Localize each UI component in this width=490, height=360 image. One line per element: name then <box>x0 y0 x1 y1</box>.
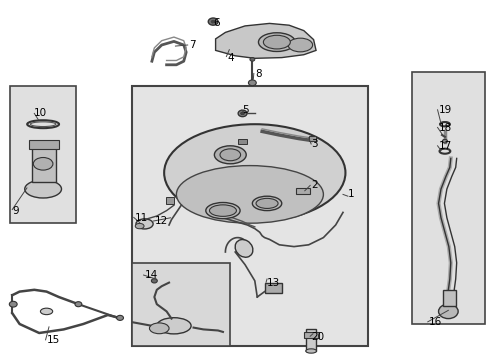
Ellipse shape <box>176 166 323 223</box>
Circle shape <box>211 20 216 23</box>
Ellipse shape <box>210 205 237 216</box>
Text: 17: 17 <box>439 141 452 151</box>
Bar <box>309 136 316 141</box>
Bar <box>238 139 247 144</box>
Bar <box>132 263 230 346</box>
Ellipse shape <box>33 157 53 170</box>
Bar <box>32 148 56 182</box>
Circle shape <box>75 302 82 307</box>
Bar <box>443 290 456 306</box>
Bar <box>296 188 310 194</box>
Ellipse shape <box>220 149 241 161</box>
Ellipse shape <box>252 196 282 211</box>
Bar <box>166 197 174 204</box>
Ellipse shape <box>235 239 253 257</box>
Circle shape <box>151 279 157 283</box>
Bar <box>412 72 485 324</box>
Ellipse shape <box>256 198 278 208</box>
Text: 15: 15 <box>47 335 60 345</box>
Bar <box>304 332 318 338</box>
Ellipse shape <box>135 223 144 229</box>
Text: 5: 5 <box>243 105 249 115</box>
Circle shape <box>241 112 245 115</box>
Ellipse shape <box>264 35 290 49</box>
Circle shape <box>117 315 123 320</box>
Text: 19: 19 <box>439 105 452 115</box>
Text: 20: 20 <box>311 332 324 342</box>
Ellipse shape <box>149 323 169 334</box>
Polygon shape <box>216 23 316 58</box>
Text: 16: 16 <box>429 317 442 327</box>
Ellipse shape <box>206 202 240 219</box>
Text: 18: 18 <box>439 123 452 133</box>
Bar <box>306 329 316 351</box>
Ellipse shape <box>439 304 458 319</box>
Circle shape <box>442 139 447 143</box>
Text: 13: 13 <box>267 278 280 288</box>
Text: 1: 1 <box>348 189 355 199</box>
Text: 2: 2 <box>311 180 318 190</box>
Ellipse shape <box>288 38 313 52</box>
Ellipse shape <box>136 219 153 229</box>
Circle shape <box>9 301 17 307</box>
Circle shape <box>208 18 218 25</box>
Bar <box>29 140 59 149</box>
Text: 12: 12 <box>154 216 168 226</box>
Bar <box>132 86 368 346</box>
Ellipse shape <box>40 308 53 315</box>
Ellipse shape <box>164 124 345 221</box>
Ellipse shape <box>214 146 246 164</box>
Ellipse shape <box>306 349 317 353</box>
Text: 9: 9 <box>12 206 19 216</box>
Text: 4: 4 <box>228 53 235 63</box>
Text: 3: 3 <box>311 139 318 149</box>
Bar <box>10 86 76 223</box>
Text: 7: 7 <box>189 40 196 50</box>
Text: 6: 6 <box>213 18 220 28</box>
Ellipse shape <box>24 180 62 198</box>
Circle shape <box>238 110 247 117</box>
Text: 11: 11 <box>135 213 148 223</box>
Text: 10: 10 <box>33 108 47 118</box>
Text: 14: 14 <box>145 270 158 280</box>
Ellipse shape <box>157 318 191 334</box>
Circle shape <box>248 80 256 86</box>
Circle shape <box>250 58 255 61</box>
Text: 8: 8 <box>255 69 262 79</box>
Ellipse shape <box>259 33 295 51</box>
Bar <box>265 283 282 293</box>
